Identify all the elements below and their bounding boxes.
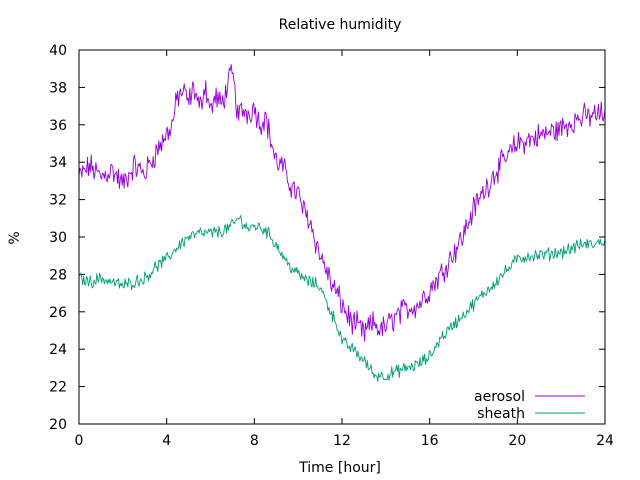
axis-ticks xyxy=(78,49,606,425)
series-layer xyxy=(78,63,606,382)
x-tick-label: 4 xyxy=(162,433,171,449)
series-line-aerosol xyxy=(78,63,606,342)
x-tick-label: 16 xyxy=(421,433,439,449)
legend-label-sheath: sheath xyxy=(477,406,525,422)
y-tick-label: 32 xyxy=(49,193,67,209)
y-tick-label: 20 xyxy=(49,417,67,433)
y-tick-label: 38 xyxy=(49,80,67,96)
y-tick-label: 24 xyxy=(49,342,67,358)
y-tick-label: 28 xyxy=(49,267,67,283)
tick-labels: 0 4 8 12 16 20 24 20 22 24 26 28 30 32 34 36 38 40 xyxy=(49,43,614,449)
x-tick-label: 8 xyxy=(250,433,259,449)
y-tick-label: 34 xyxy=(49,155,67,171)
y-tick-label: 40 xyxy=(49,43,67,59)
y-tick-label: 36 xyxy=(49,118,67,134)
y-axis-label: % xyxy=(7,231,23,244)
x-tick-label: 0 xyxy=(75,433,84,449)
y-tick-label: 30 xyxy=(49,230,67,246)
x-axis-label: Time [hour] xyxy=(298,460,381,476)
x-tick-label: 24 xyxy=(596,433,614,449)
chart-title: Relative humidity xyxy=(279,17,402,33)
y-tick-label: 26 xyxy=(49,305,67,321)
x-tick-label: 12 xyxy=(333,433,351,449)
plot-frame xyxy=(78,49,606,425)
series-line-sheath xyxy=(78,215,606,382)
y-tick-label: 22 xyxy=(49,380,67,396)
legend-label-aerosol: aerosol xyxy=(474,389,525,405)
x-tick-label: 20 xyxy=(508,433,526,449)
